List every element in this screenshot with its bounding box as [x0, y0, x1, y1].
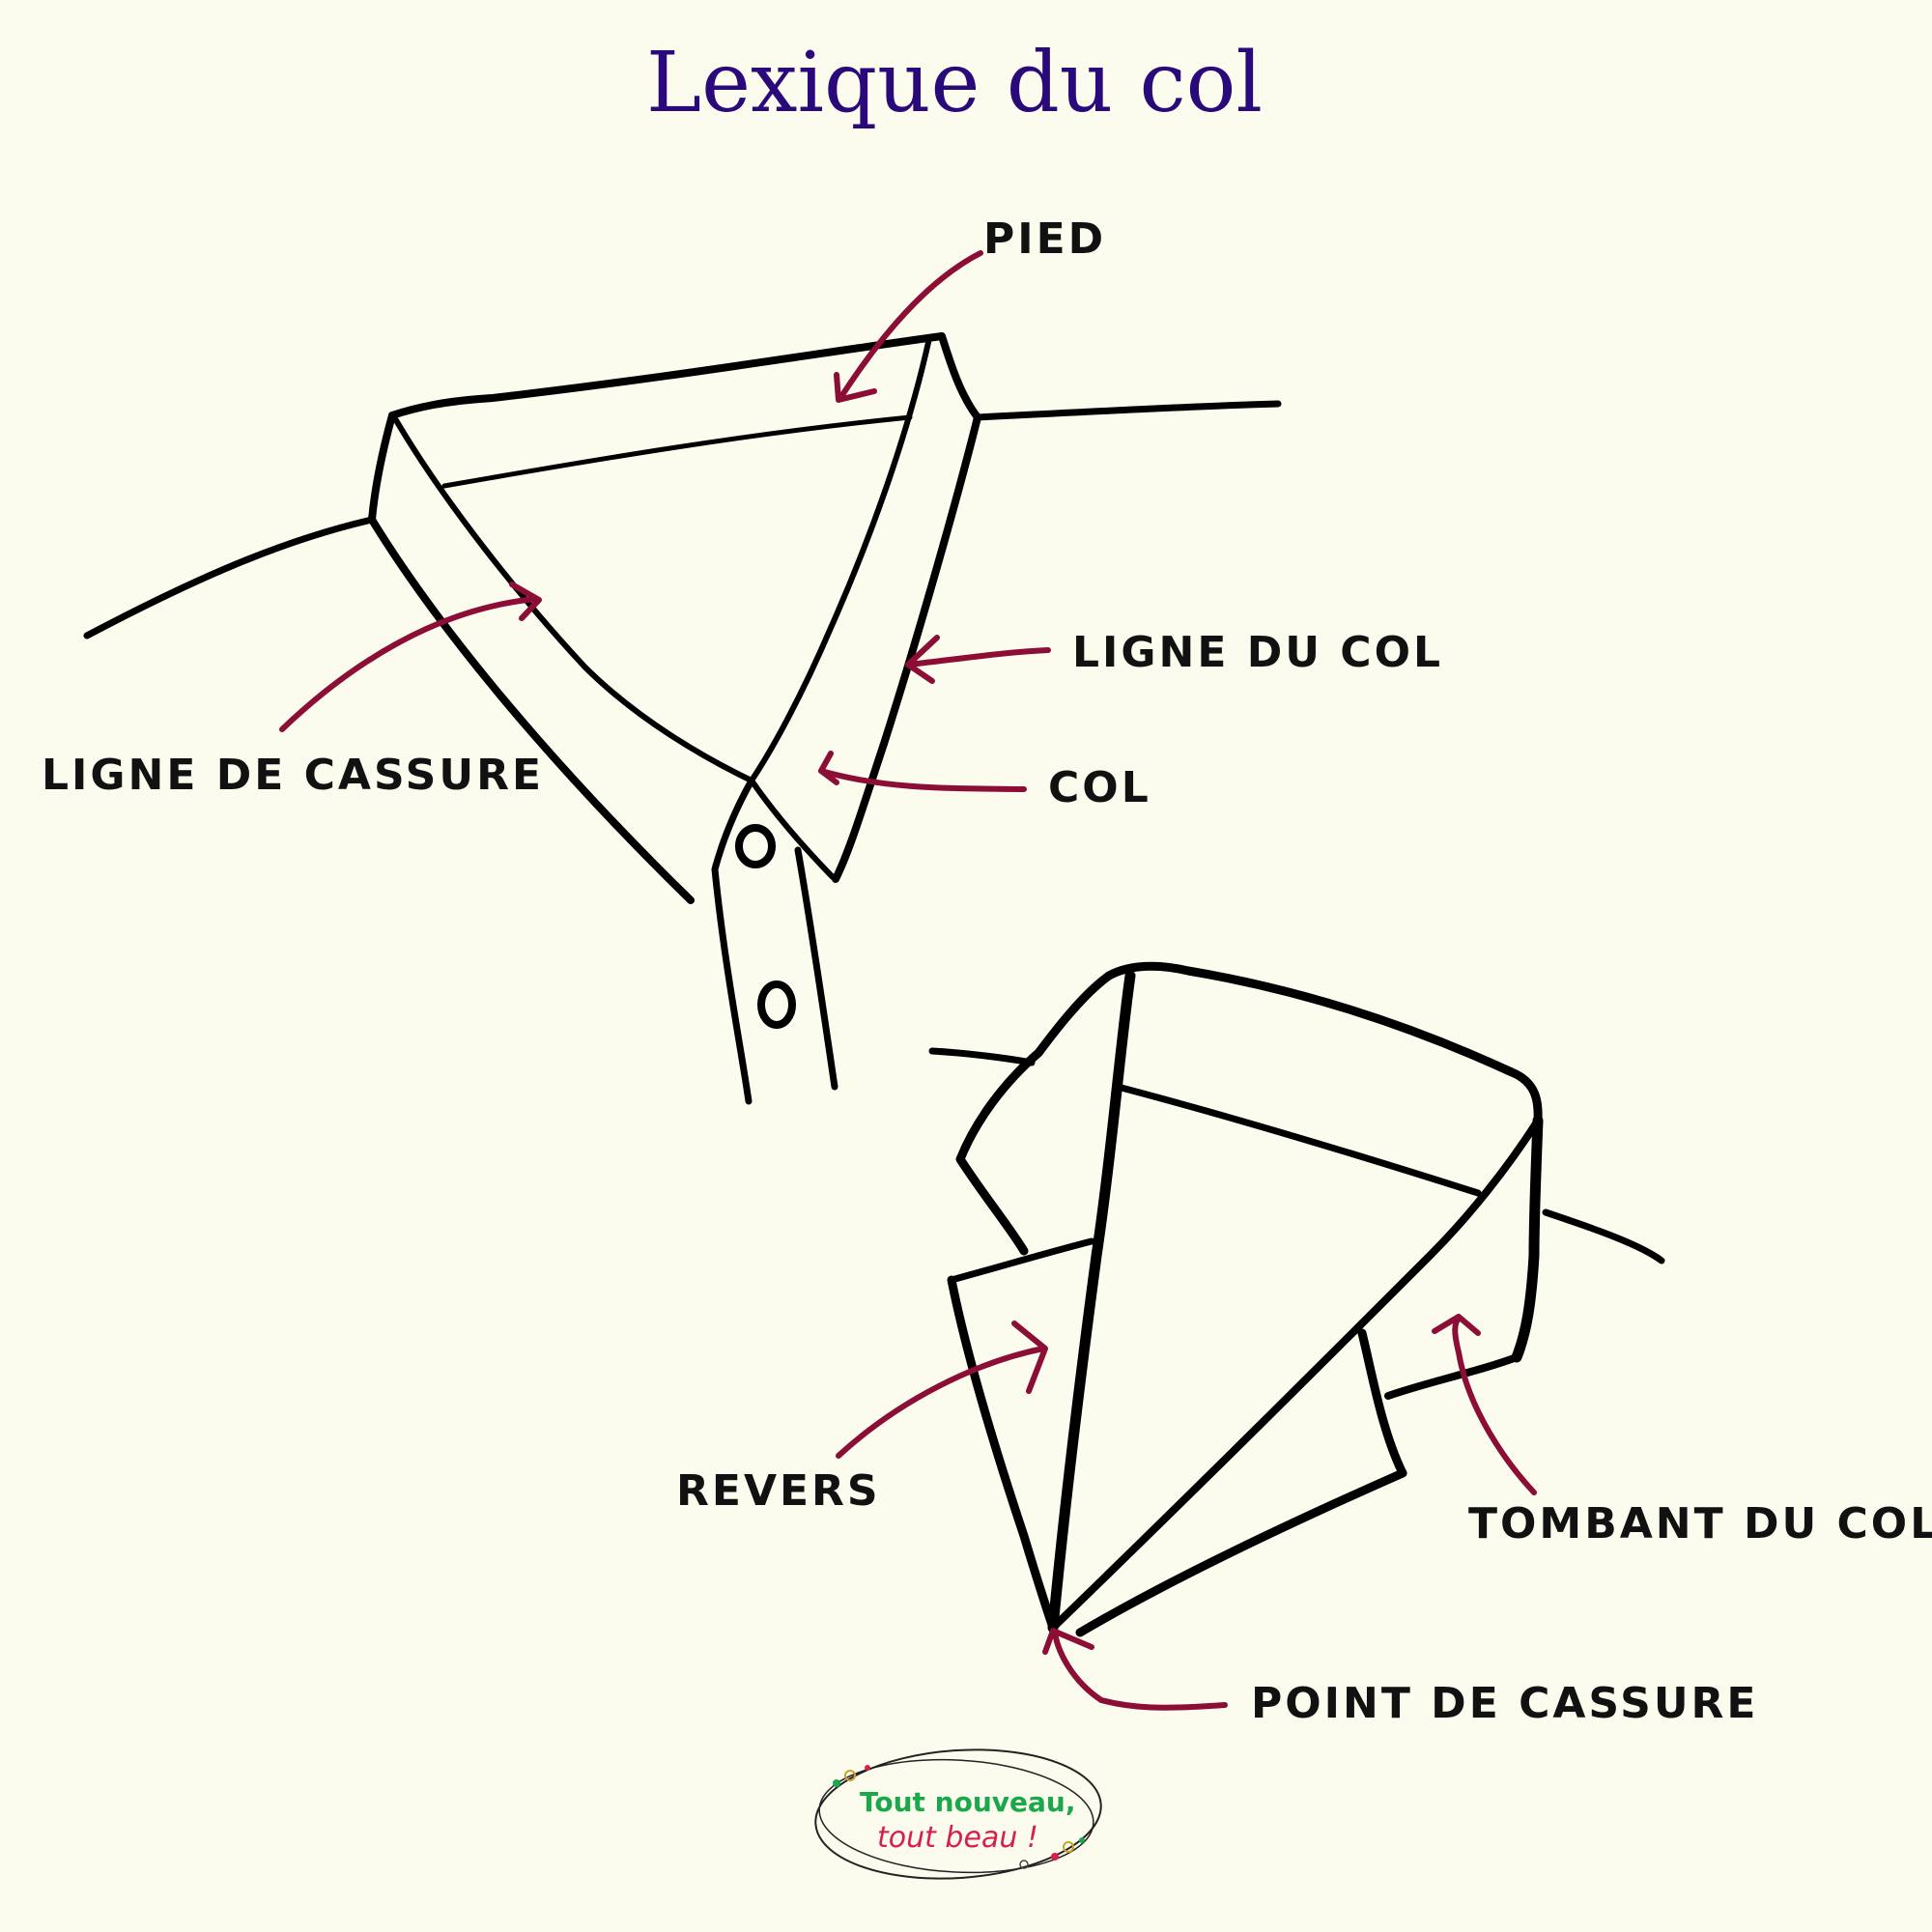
- arrow-col: [818, 768, 1027, 792]
- arrow-point-de-cassure: [1052, 1630, 1228, 1711]
- label-tombant-du-col: TOMBANT DU COL: [1468, 1499, 1932, 1548]
- logo-line-1: Tout nouveau,: [860, 1786, 1076, 1818]
- label-ligne-de-cassure: LIGNE DE CASSURE: [42, 751, 544, 800]
- button-top: [735, 824, 776, 868]
- arrow-tombant-du-col: [1452, 1316, 1537, 1495]
- logo-line-2: tout beau !: [877, 1821, 1038, 1855]
- label-revers: REVERS: [676, 1466, 881, 1516]
- arrow-ligne-du-col: [905, 647, 1051, 668]
- brand-logo: Tout nouveau, tout beau !: [814, 1748, 1102, 1880]
- arrow-ligne-de-cassure: [279, 596, 539, 732]
- arrow-pied: [838, 250, 983, 401]
- label-ligne-du-col: LIGNE DU COL: [1072, 628, 1443, 677]
- shirt-collar-drawing: [83, 332, 1282, 1105]
- label-arrows: [279, 250, 1537, 1711]
- lapel-collar-drawing: [928, 961, 1665, 1637]
- button-bottom: [757, 980, 796, 1029]
- label-pied: PIED: [983, 214, 1106, 264]
- arrow-revers: [836, 1346, 1046, 1459]
- label-point-de-cassure: POINT DE CASSURE: [1251, 1679, 1759, 1728]
- page-title: Lexique du col: [646, 35, 1263, 131]
- label-col: COL: [1048, 763, 1151, 812]
